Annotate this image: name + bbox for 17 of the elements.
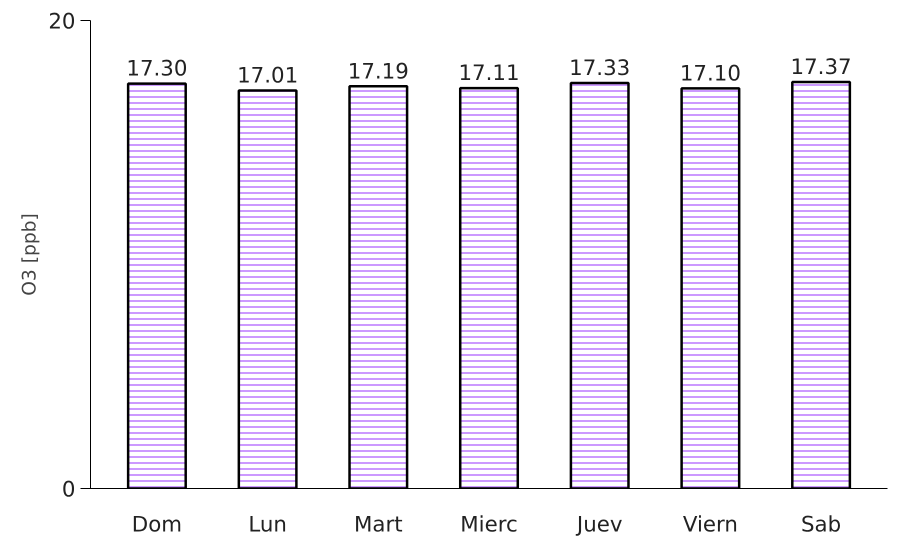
- x-tick-label: Sab: [801, 512, 842, 538]
- x-tick-label: Mart: [354, 512, 403, 538]
- data-label: 17.37: [790, 55, 852, 80]
- data-label: 17.11: [458, 61, 520, 86]
- x-tick-label: Juev: [574, 512, 622, 538]
- y-tick-label: 0: [62, 478, 76, 502]
- data-label: 17.01: [237, 63, 298, 88]
- y-axis-title: O3 [ppb]: [19, 213, 40, 296]
- x-tick-label: Mierc: [460, 512, 518, 538]
- data-label: 17.10: [680, 61, 741, 86]
- data-label: 17.19: [348, 59, 409, 84]
- data-label: 17.33: [569, 56, 630, 81]
- data-label: 17.30: [126, 56, 188, 82]
- x-tick-label: Dom: [132, 512, 182, 538]
- y-tick-label: 20: [48, 10, 76, 34]
- x-tick-label: Viern: [682, 512, 738, 538]
- x-tick-label: Lun: [248, 512, 287, 538]
